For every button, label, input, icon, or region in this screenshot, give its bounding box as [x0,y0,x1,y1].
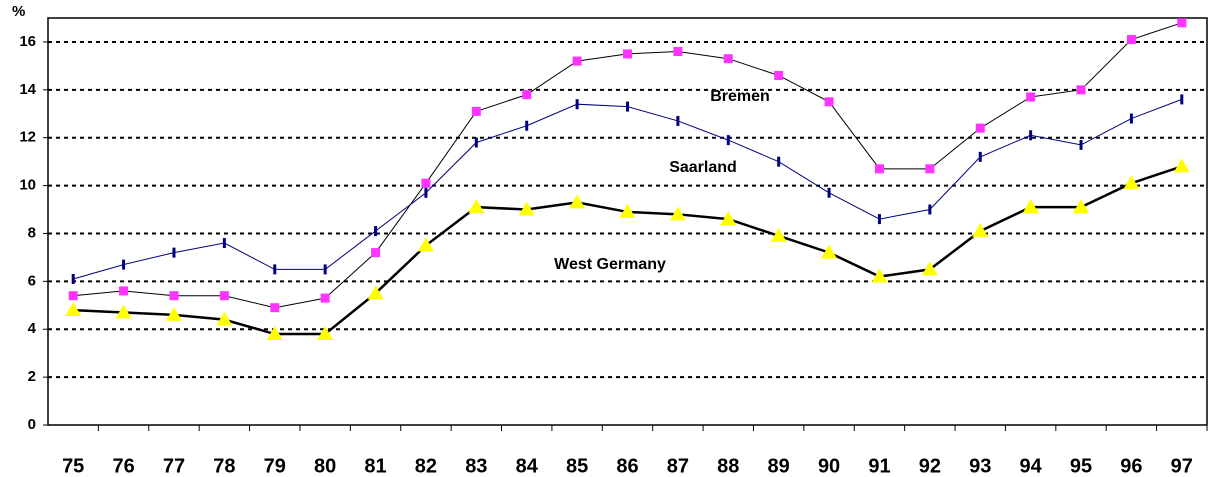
marker [219,291,229,301]
marker [165,306,182,321]
marker [1026,92,1036,102]
x-tick-label: 89 [768,455,790,477]
x-tick-label: 85 [566,455,588,477]
marker [115,304,132,319]
marker [1076,85,1086,95]
marker [65,302,82,317]
marker [417,237,434,252]
x-tick-label: 92 [919,455,941,477]
x-tick-label: 78 [213,455,235,477]
marker [317,326,334,341]
marker [673,47,683,57]
marker [421,178,431,188]
y-tick-label: 10 [19,177,36,194]
x-tick-label: 84 [516,455,539,477]
marker [1123,175,1140,190]
marker [774,70,784,80]
marker [518,201,535,216]
marker [68,291,78,301]
y-tick-label: 0 [28,416,36,433]
marker [522,90,532,100]
plot-frame [47,17,1208,426]
series-line [73,165,1183,336]
x-tick-label: 86 [616,455,638,477]
marker [119,286,129,296]
marker [925,164,935,174]
series-label: West Germany [554,256,666,273]
x-tick-label: 76 [112,455,134,477]
x-tick-label: 94 [1020,455,1043,477]
y-tick-label: 8 [28,224,36,241]
y-tick-label: 2 [28,368,36,385]
marker [320,293,330,303]
marker [619,203,636,218]
x-tick-label: 81 [364,455,386,477]
marker [871,268,888,283]
x-tick-label: 80 [314,455,336,477]
marker [468,199,485,214]
y-tick-label: 6 [28,272,36,289]
marker [824,97,834,107]
marker [1073,199,1090,214]
marker [371,248,381,258]
y-tick-label: 14 [19,81,36,98]
marker [266,326,283,341]
x-tick-label: 79 [264,455,286,477]
y-tick-label: 4 [28,320,37,337]
y-axis-label: % [12,3,25,20]
marker [720,211,737,226]
series-label: Saarland [669,159,737,176]
marker [1126,35,1136,45]
x-tick-label: 75 [62,455,84,477]
marker [216,311,233,326]
marker [1173,158,1190,173]
series-label: Bremen [710,88,770,105]
marker [169,291,179,301]
x-tick-label: 93 [969,455,991,477]
x-tick-label: 91 [868,455,890,477]
x-tick-label: 83 [465,455,487,477]
y-tick-label: 16 [19,33,36,50]
x-tick-label: 97 [1171,455,1193,477]
x-tick-label: 96 [1120,455,1142,477]
marker [623,49,632,59]
marker [723,54,733,64]
x-tick-label: 77 [163,455,185,477]
x-tick-label: 90 [818,455,840,477]
y-tick-label: 12 [19,129,36,146]
marker [572,56,582,66]
marker [972,223,989,238]
marker [569,194,586,209]
marker [921,261,938,276]
marker [471,106,481,116]
marker [770,227,787,242]
marker [874,164,884,174]
marker [1022,199,1039,214]
series-line [73,98,1182,280]
marker [669,206,686,221]
x-tick-label: 87 [667,455,689,477]
x-tick-label: 95 [1070,455,1092,477]
marker [270,303,280,313]
marker [367,285,384,300]
marker [821,244,838,259]
x-tick-label: 82 [415,455,437,477]
x-tick-label: 88 [717,455,739,477]
marker [1177,18,1187,28]
marker [975,123,985,133]
